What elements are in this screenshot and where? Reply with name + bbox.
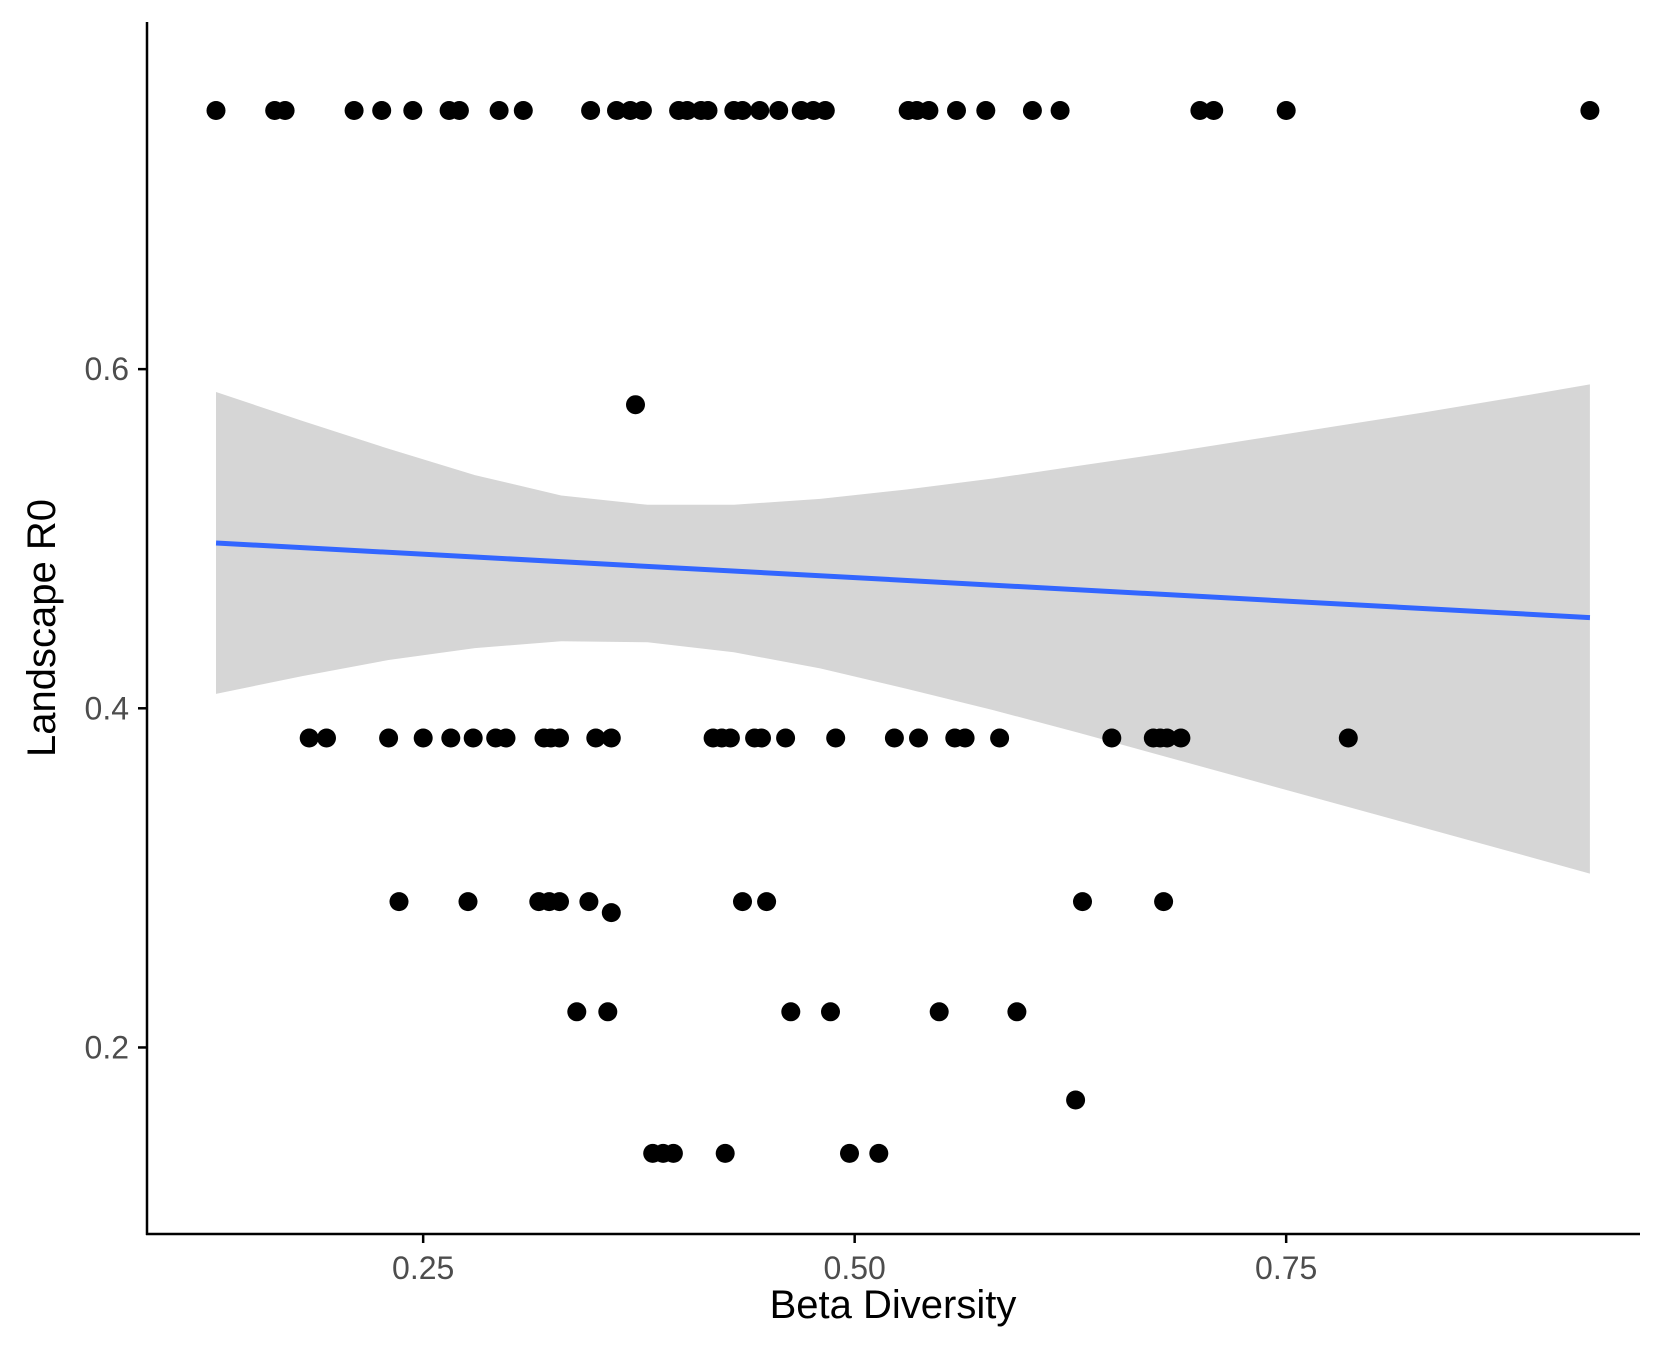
data-point-40 — [379, 728, 399, 748]
data-point-16 — [677, 101, 697, 120]
data-point-39 — [317, 728, 336, 748]
data-point-68 — [1338, 728, 1358, 748]
data-point-82 — [781, 1002, 801, 1022]
data-point-31 — [1022, 101, 1042, 120]
data-point-70 — [458, 892, 478, 912]
data-point-86 — [1066, 1090, 1086, 1110]
data-point-53 — [720, 728, 740, 748]
data-point-5 — [372, 101, 392, 120]
data-point-50 — [601, 728, 621, 748]
data-point-78 — [1154, 892, 1174, 912]
regression-line — [215, 540, 1591, 621]
data-point-55 — [752, 728, 771, 748]
data-point-92 — [869, 1143, 889, 1163]
data-point-18 — [698, 101, 718, 120]
data-point-57 — [826, 728, 846, 748]
y-axis-title: Landscape R0 — [20, 499, 64, 757]
data-point-66 — [1157, 728, 1177, 748]
x-axis-title: Beta Diversity — [770, 1283, 1017, 1327]
data-point-79 — [601, 903, 621, 923]
data-point-63 — [1102, 728, 1122, 748]
data-point-9 — [489, 101, 509, 120]
data-point-36 — [1580, 101, 1600, 120]
data-point-83 — [821, 1002, 840, 1022]
data-point-59 — [909, 728, 928, 748]
y-tick-label: 0.6 — [85, 351, 129, 387]
data-point-8 — [449, 101, 469, 120]
data-point-69 — [389, 892, 409, 912]
data-point-45 — [496, 728, 516, 748]
data-point-62 — [990, 728, 1010, 748]
data-point-34 — [1204, 101, 1224, 120]
data-point-25 — [815, 101, 835, 120]
data-point-85 — [1007, 1002, 1027, 1022]
data-point-49 — [586, 728, 606, 748]
data-point-76 — [757, 892, 777, 912]
x-tick-label: 0.75 — [1255, 1250, 1317, 1286]
data-point-33 — [1190, 101, 1210, 120]
data-point-42 — [441, 728, 461, 748]
data-point-89 — [663, 1143, 683, 1163]
data-point-32 — [1050, 101, 1070, 120]
data-point-11 — [581, 101, 601, 120]
data-point-37 — [626, 395, 645, 415]
data-point-10 — [513, 101, 533, 120]
data-point-14 — [632, 101, 652, 120]
data-point-20 — [733, 101, 752, 120]
data-point-28 — [919, 101, 939, 120]
data-point-75 — [733, 892, 752, 912]
data-point-58 — [884, 728, 904, 748]
data-point-67 — [1171, 728, 1191, 748]
data-point-1 — [206, 101, 226, 120]
data-point-77 — [1073, 892, 1092, 912]
data-point-61 — [955, 728, 975, 748]
confidence-band — [216, 384, 1590, 874]
data-point-74 — [579, 892, 599, 912]
x-tick-label: 0.50 — [824, 1250, 886, 1286]
data-point-90 — [715, 1143, 735, 1163]
data-point-43 — [463, 728, 483, 748]
data-point-73 — [550, 892, 569, 912]
data-point-41 — [413, 728, 433, 748]
data-point-4 — [344, 101, 364, 120]
y-tick-label: 0.4 — [85, 690, 129, 726]
data-point-30 — [976, 101, 996, 120]
data-point-22 — [769, 101, 789, 120]
data-point-38 — [299, 728, 319, 748]
data-point-29 — [947, 101, 966, 120]
x-tick-label: 0.25 — [392, 1250, 454, 1286]
y-ticks: 0.2 0.4 0.6 — [85, 351, 147, 1065]
data-point-91 — [840, 1143, 859, 1163]
y-tick-label: 0.2 — [85, 1029, 129, 1065]
x-ticks: 0.25 0.50 0.75 — [392, 1234, 1317, 1286]
data-point-56 — [776, 728, 796, 748]
data-point-84 — [929, 1002, 949, 1022]
data-point-21 — [750, 101, 770, 120]
data-point-3 — [275, 101, 295, 120]
data-point-6 — [403, 101, 423, 120]
data-point-48 — [550, 728, 569, 748]
data-point-81 — [598, 1002, 618, 1022]
data-point-80 — [567, 1002, 587, 1022]
data-point-12 — [607, 101, 626, 120]
data-point-35 — [1276, 101, 1296, 120]
data-points — [206, 101, 1600, 1163]
